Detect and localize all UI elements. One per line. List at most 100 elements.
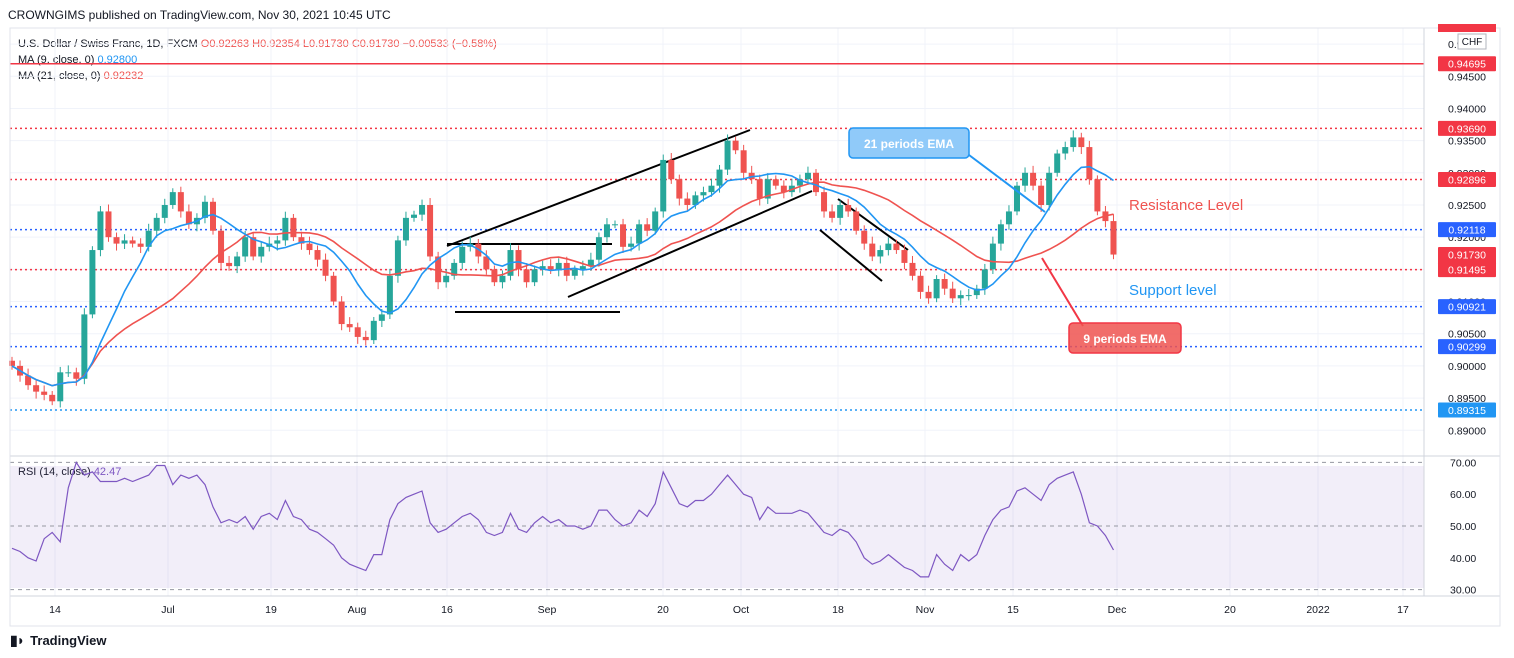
candle-body xyxy=(909,262,916,276)
time-axis[interactable]: 14 Jul 19 Aug 16 Sep 20 Oct 18 Nov 15 Dec 20 2022 17 xyxy=(49,604,1409,616)
candle-body xyxy=(443,275,450,283)
candle-body xyxy=(796,179,803,186)
candle-body xyxy=(772,179,779,186)
candle-body xyxy=(989,243,996,270)
candle-body xyxy=(740,150,747,173)
rsi-value: 42.47 xyxy=(93,466,122,478)
price-tick-label: 0.94500 xyxy=(1448,71,1486,83)
candle-body xyxy=(161,204,168,218)
price-tag-value: 0.94695 xyxy=(1448,59,1486,71)
support-label: Support level xyxy=(1129,282,1217,299)
rsi-tick-label: 60.00 xyxy=(1450,489,1476,501)
candle-body xyxy=(346,324,353,328)
candle-body xyxy=(9,360,15,366)
channel-upper-line xyxy=(446,129,751,247)
candle-body xyxy=(756,179,763,199)
price-tick-label: 0.94000 xyxy=(1448,103,1486,115)
candle-body xyxy=(603,224,610,238)
candle-body xyxy=(129,240,136,244)
candle-body xyxy=(668,159,675,180)
candle-body xyxy=(829,211,836,218)
time-tick-label: 14 xyxy=(49,604,61,616)
rsi-tick-label: 50.00 xyxy=(1450,521,1476,533)
currency-label: CHF xyxy=(1462,37,1483,48)
candle-body xyxy=(893,243,900,251)
fullscreen-button[interactable] xyxy=(1438,24,1496,32)
candle-body xyxy=(459,246,466,263)
rsi-line xyxy=(11,460,1115,578)
ema9-callout: 9 periods EMA xyxy=(1041,257,1182,354)
candle-body xyxy=(676,179,683,199)
price-tag-value: 0.93690 xyxy=(1448,123,1486,135)
candle-body xyxy=(877,250,884,257)
candle-body xyxy=(652,211,659,231)
candle-body xyxy=(314,250,321,260)
ema21-pointer xyxy=(964,151,1046,213)
candle-body xyxy=(41,391,48,395)
candle-body xyxy=(290,217,297,238)
candle-body xyxy=(137,243,144,247)
candle-body xyxy=(81,314,88,379)
currency-box xyxy=(1457,33,1487,50)
candle-body xyxy=(274,240,281,244)
candle-body xyxy=(957,295,964,299)
candle-body xyxy=(370,320,377,341)
candle-body xyxy=(97,211,104,251)
time-tick-label: Aug xyxy=(348,604,367,616)
candle-body xyxy=(1022,172,1029,186)
time-tick-label: 18 xyxy=(832,604,844,616)
candle-body xyxy=(89,250,96,315)
price-tag-box xyxy=(1438,222,1496,238)
price-tag: 0.94695 xyxy=(1438,56,1496,72)
price-tag: 0.93690 xyxy=(1438,120,1496,136)
wedge-lower-line xyxy=(819,229,883,282)
candle-body xyxy=(57,372,64,402)
candle-body xyxy=(234,256,241,267)
candle-body xyxy=(716,169,723,186)
candle-body xyxy=(636,224,643,244)
rsi-axis[interactable]: 70.00 60.00 50.00 40.00 30.00 xyxy=(1450,457,1476,596)
candle-body xyxy=(394,240,401,276)
candle-body xyxy=(282,217,289,241)
price-tag-box xyxy=(1438,299,1496,315)
price-axis[interactable]: 0.950000.945000.940000.935000.930000.925… xyxy=(1448,39,1486,437)
time-tick-label: Oct xyxy=(733,604,749,616)
candle-body xyxy=(250,237,257,257)
candle-body xyxy=(153,217,160,231)
time-tick-label: 20 xyxy=(657,604,669,616)
grid-lines xyxy=(10,28,1424,596)
candle-body xyxy=(917,275,924,292)
candle-body xyxy=(1094,179,1101,212)
candle-body xyxy=(941,279,948,289)
candle-body xyxy=(539,266,546,270)
price-tag: 0.92896 xyxy=(1438,172,1496,188)
candle-body xyxy=(499,275,506,283)
price-tag-box xyxy=(1438,120,1496,136)
candle-body xyxy=(837,204,844,218)
rsi-tick-label: 40.00 xyxy=(1450,553,1476,565)
price-tag-value: 0.92118 xyxy=(1448,225,1485,237)
time-tick-label: Sep xyxy=(538,604,557,616)
candle-body xyxy=(732,140,739,151)
candle-body xyxy=(354,327,361,337)
candle-body xyxy=(1078,137,1085,148)
candle-body xyxy=(869,243,876,257)
candle-body xyxy=(218,230,225,263)
candle-body xyxy=(547,266,554,270)
candle-body xyxy=(1086,147,1093,180)
footer-text: TradingView xyxy=(30,633,107,648)
candle-body xyxy=(684,198,691,205)
price-tag-box xyxy=(1438,56,1496,72)
ema9-pointer xyxy=(1041,257,1084,327)
candle-body xyxy=(531,269,538,283)
candle-body xyxy=(700,192,707,196)
candle-body xyxy=(169,192,176,205)
candle-body xyxy=(402,217,409,241)
candle-body xyxy=(804,172,811,180)
time-tick-label: 19 xyxy=(265,604,277,616)
candle-body xyxy=(378,314,385,321)
candle-body xyxy=(780,185,787,193)
candle-body xyxy=(306,243,313,251)
candle-body xyxy=(1038,185,1045,205)
